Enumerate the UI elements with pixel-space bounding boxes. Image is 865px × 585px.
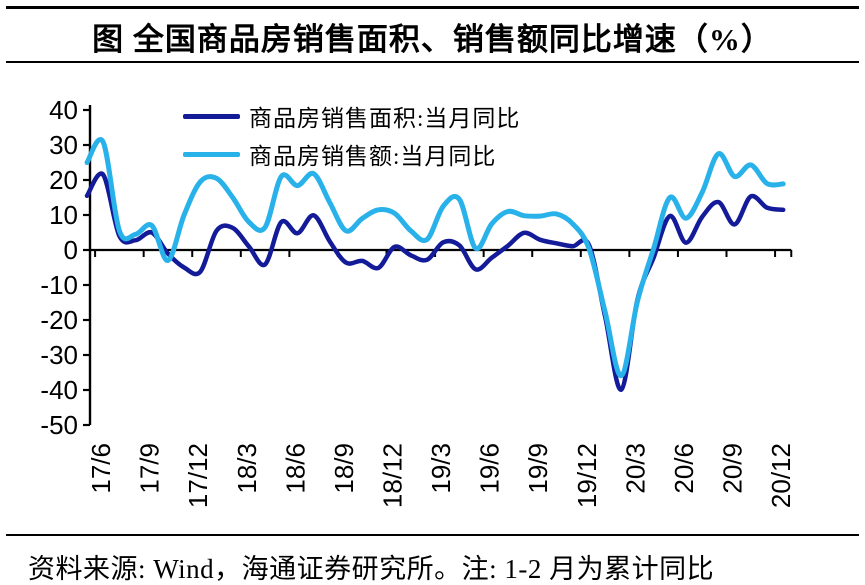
x-tick-label: 17/12 <box>183 443 213 508</box>
x-tick-label: 18/12 <box>377 443 407 508</box>
x-tick-label: 20/12 <box>766 443 796 508</box>
y-tick-label: 10 <box>49 200 78 230</box>
y-tick-label: -40 <box>40 375 78 405</box>
legend-label-sales-area: 商品房销售面积:当月同比 <box>249 106 521 131</box>
x-tick-label: 17/6 <box>86 443 116 494</box>
x-tick-label: 18/6 <box>280 443 310 494</box>
y-tick-label: 0 <box>64 235 78 265</box>
x-tick-label: 18/3 <box>232 443 262 494</box>
y-tick-label: 20 <box>49 165 78 195</box>
series-line-sales-area <box>84 171 786 392</box>
figure-title: 图 全国商品房销售面积、销售额同比增速（%） <box>92 22 773 57</box>
y-tick-label: -50 <box>40 410 78 440</box>
x-tick-label: 20/3 <box>620 443 650 494</box>
source-note: 资料来源: Wind，海通证券研究所。注: 1-2 月为累计同比 <box>28 554 715 584</box>
series-line-sales-value <box>84 137 786 379</box>
top-rule <box>6 6 859 9</box>
x-tick-label: 17/9 <box>135 443 165 494</box>
x-tick-label: 19/12 <box>572 443 602 508</box>
y-tick-label: 30 <box>49 130 78 160</box>
legend-label-sales-value: 商品房销售额:当月同比 <box>249 144 497 169</box>
title-divider-rule <box>6 61 859 63</box>
legend-swatch-sales-area <box>183 113 240 119</box>
x-tick-label: 20/9 <box>717 443 747 494</box>
x-tick-label: 19/9 <box>523 443 553 494</box>
legend-item-sales-area: 商品房销售面积:当月同比 <box>183 97 520 135</box>
legend-swatch-sales-value <box>183 151 240 157</box>
y-tick-label: 40 <box>49 95 78 125</box>
x-tick-label: 18/9 <box>329 443 359 494</box>
y-tick-label: -20 <box>40 305 78 335</box>
x-tick-label: 19/3 <box>426 443 456 494</box>
y-tick-label: -30 <box>40 340 78 370</box>
legend-item-sales-value: 商品房销售额:当月同比 <box>183 135 520 173</box>
chart-legend: 商品房销售面积:当月同比 商品房销售额:当月同比 <box>183 97 520 173</box>
footer-divider-rule <box>6 534 859 536</box>
x-tick-label: 19/6 <box>475 443 505 494</box>
y-tick-label: -10 <box>40 270 78 300</box>
x-tick-label: 20/6 <box>669 443 699 494</box>
